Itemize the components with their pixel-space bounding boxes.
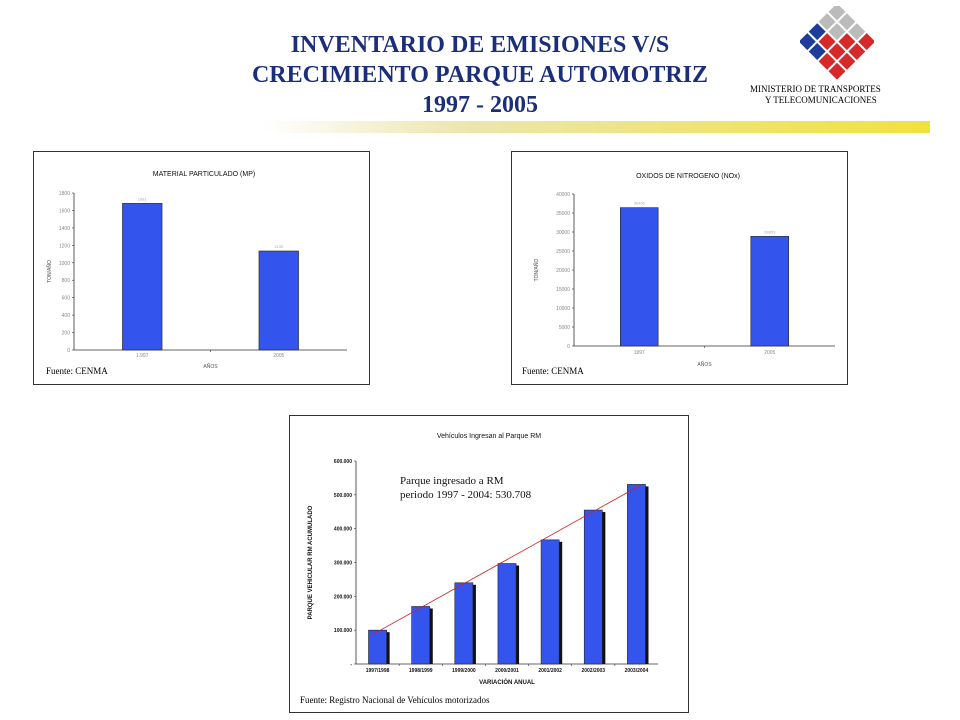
ministry-line-1: MINISTERIO DE TRANSPORTES (750, 84, 881, 94)
y-tick-label: 0 (567, 344, 570, 350)
y-tick-label: 10000 (556, 306, 570, 312)
y-tick-label: 300.000 (334, 561, 352, 567)
bar (583, 509, 603, 665)
source-label-nox: Fuente: CENMA (522, 366, 584, 376)
x-tick-label: 1997 (634, 350, 645, 356)
x-axis-label: AÑOS (203, 363, 218, 370)
bar-data-label: 1681 (138, 196, 148, 201)
y-tick-label: 1600 (59, 208, 70, 214)
x-tick-label: 1999/2000 (452, 668, 476, 674)
y-tick-label: 1200 (59, 243, 70, 249)
trend-line (372, 484, 642, 635)
y-tick-label: 35000 (556, 211, 570, 217)
ministry-logo-icon (800, 6, 874, 80)
x-tick-label: 2000/2001 (495, 668, 519, 674)
y-tick-label: 400.000 (334, 527, 352, 533)
y-axis-label: PARQUE VEHICULAR RM ACUMULADO (308, 505, 314, 619)
bar (627, 484, 646, 665)
source-label-vehicles: Fuente: Registro Nacional de Vehículos m… (300, 695, 490, 705)
bar (454, 582, 474, 665)
y-axis-label: TON/AÑO (46, 260, 53, 283)
chart-annotation: Parque ingresado a RM periodo 1997 - 200… (400, 474, 531, 502)
y-tick-label: 200.000 (334, 594, 352, 600)
y-tick-label: 20000 (556, 268, 570, 274)
chart-title: Vehículos Ingresan al Parque RM (437, 433, 541, 440)
bar-data-label: 36406 (634, 201, 646, 206)
y-tick-label: 800 (62, 278, 71, 284)
x-tick-label: 1.997 (136, 353, 149, 359)
annotation-line-1: Parque ingresado a RM (400, 475, 504, 487)
y-tick-label: 25000 (556, 249, 570, 255)
y-tick-label: 0 (67, 348, 70, 354)
y-tick-label: 5000 (559, 325, 570, 331)
title-divider (262, 121, 930, 133)
bar (497, 563, 517, 665)
y-tick-label: 1000 (59, 261, 70, 267)
bar (368, 629, 387, 665)
bar-data-label: 1135 (274, 244, 283, 249)
y-tick-label: 1800 (59, 191, 70, 197)
bar (411, 606, 431, 665)
source-label-mp: Fuente: CENMA (46, 366, 108, 376)
y-tick-label: 200 (62, 331, 71, 337)
y-tick-label: 30000 (556, 230, 570, 236)
y-tick-label: 600.000 (334, 459, 352, 465)
bar-data-label: 28853 (764, 229, 776, 234)
chart-mp: MATERIAL PARTICULADO (MP) 0 200 400 600 800 10… (46, 171, 347, 370)
ministry-name: MINISTERIO DE TRANSPORTES Y TELECOMUNICA… (750, 84, 940, 106)
x-tick-label: 1997/1998 (366, 668, 390, 674)
y-axis-label: TON/AÑO (533, 259, 540, 282)
chart-nox: OXIDOS DE NITROGENO (NOx) 0 5000 10000 15000… (533, 173, 835, 368)
bar (620, 207, 659, 347)
y-tick-label: 40000 (556, 192, 570, 198)
x-tick-label: 2001/2002 (538, 668, 562, 674)
x-axis-label: AÑOS (697, 361, 712, 368)
bar (750, 236, 789, 347)
x-tick-label: 2005 (764, 350, 775, 356)
x-tick-label: 1998/1999 (409, 668, 433, 674)
chart-panel-vehicles: Vehículos Ingresan al Parque RM - 100.000 2… (289, 415, 689, 713)
bar (540, 539, 560, 665)
title-line-1: INVENTARIO DE EMISIONES V/S (290, 32, 670, 58)
chart-title: MATERIAL PARTICULADO (MP) (153, 171, 255, 178)
y-tick-label: 100.000 (334, 628, 352, 634)
chart-title: OXIDOS DE NITROGENO (NOx) (636, 173, 740, 180)
annotation-line-2: periodo 1997 - 2004: 530.708 (400, 489, 532, 501)
x-axis-label: VARIACIÓN ANUAL (479, 678, 535, 686)
y-tick-label: 600 (62, 296, 71, 302)
chart-vehicles: Vehículos Ingresan al Parque RM - 100.000 2… (308, 433, 658, 686)
y-tick-label: 15000 (556, 287, 570, 293)
y-tick-label: 500.000 (334, 493, 352, 499)
bar (258, 250, 299, 351)
ministry-line-2: Y TELECOMUNICACIONES (765, 95, 877, 105)
y-tick-label: 1400 (59, 226, 70, 232)
x-tick-label: 2003/2004 (625, 668, 649, 674)
x-tick-label: 2005 (273, 353, 284, 359)
bar (122, 203, 163, 351)
chart-panel-mp: MATERIAL PARTICULADO (MP) 0 200 400 600 800 10… (33, 151, 370, 385)
title-line-2: CRECIMIENTO PARQUE AUTOMOTRIZ (251, 62, 709, 88)
x-tick-label: 2002/2003 (581, 668, 605, 674)
page-title: INVENTARIO DE EMISIONES V/S CRECIMIENTO … (200, 30, 760, 120)
title-line-3: 1997 - 2005 (422, 92, 538, 118)
chart-panel-nox: OXIDOS DE NITROGENO (NOx) 0 5000 10000 15000… (511, 151, 848, 385)
y-tick-label: 400 (62, 313, 71, 319)
y-tick-label: - (350, 662, 352, 668)
